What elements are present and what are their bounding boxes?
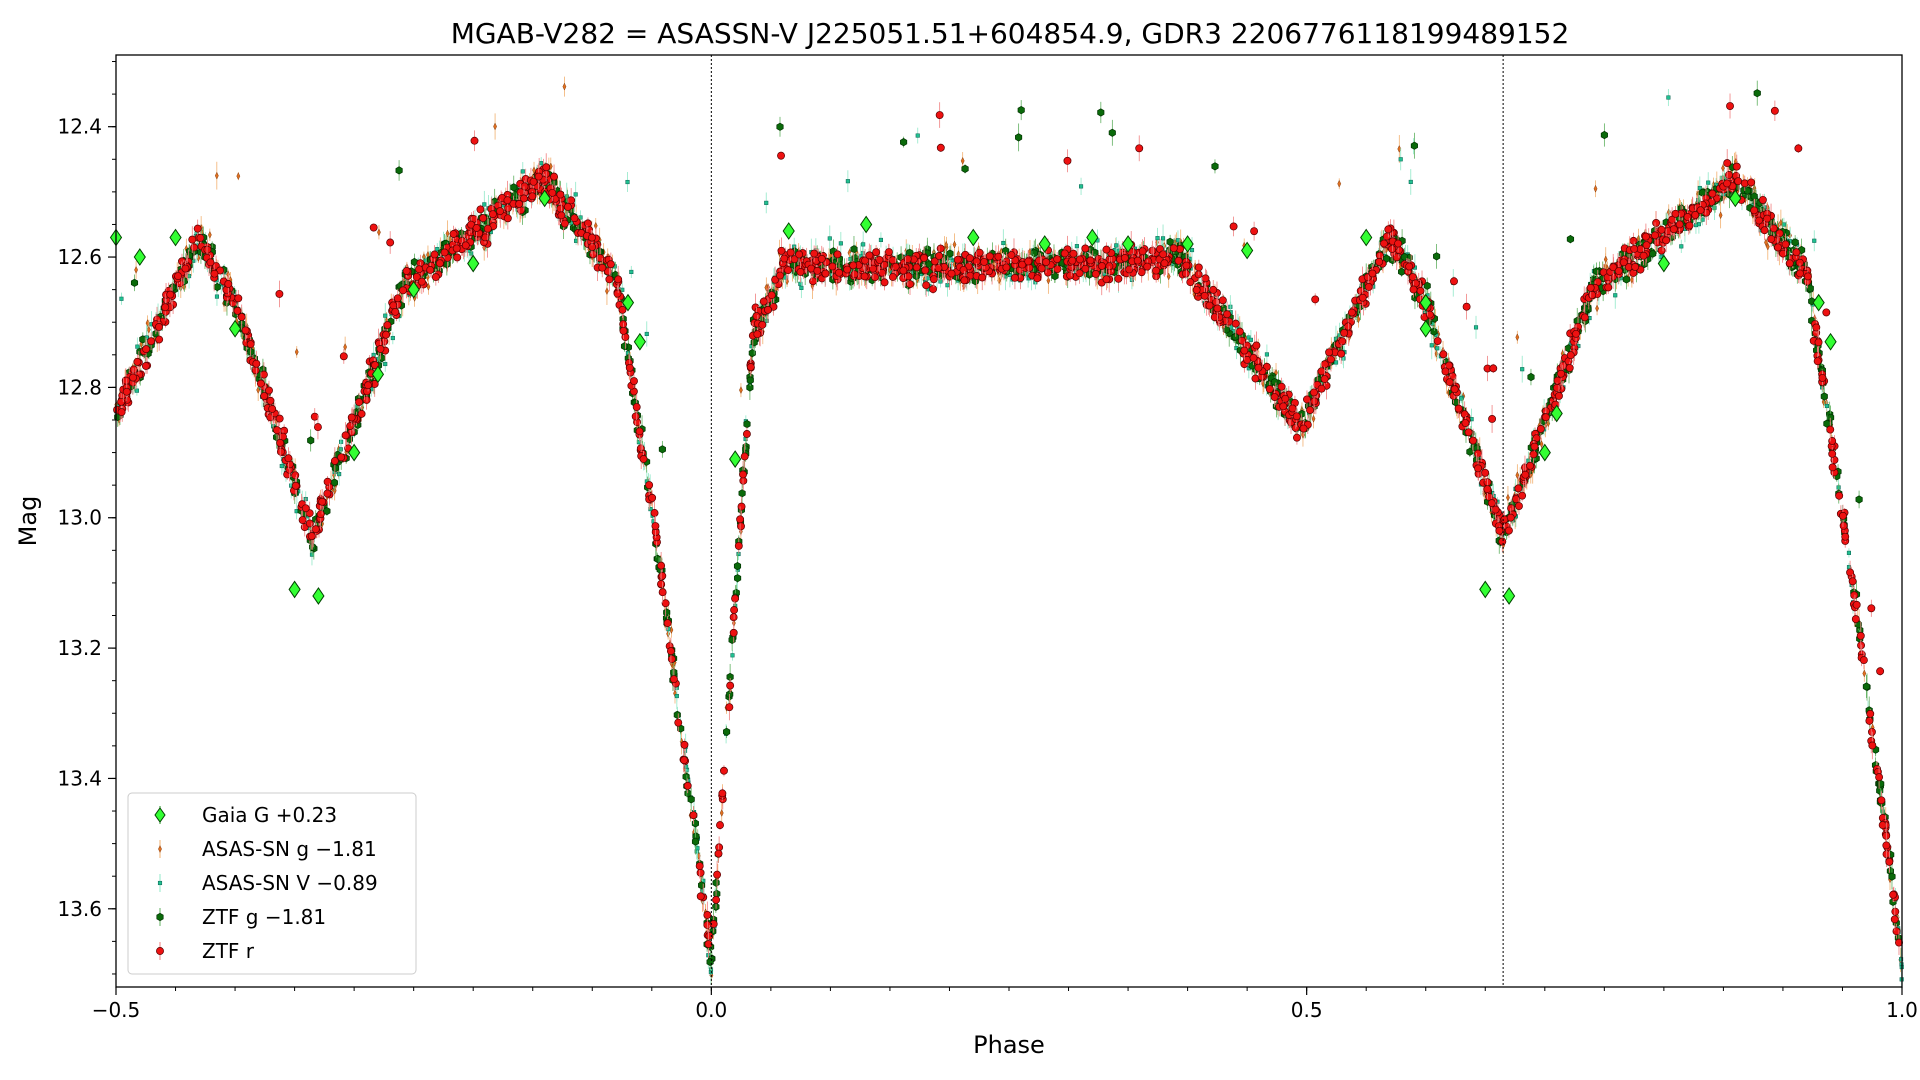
- data-point: [1411, 142, 1417, 149]
- data-point: [621, 343, 627, 350]
- data-point: [962, 165, 969, 172]
- data-point: [1002, 241, 1006, 245]
- data-point: [659, 446, 665, 453]
- data-point: [674, 711, 680, 718]
- data-point: [383, 362, 387, 366]
- data-point: [308, 437, 314, 444]
- data-point: [383, 314, 387, 318]
- data-point: [1679, 245, 1683, 249]
- data-point: [131, 279, 137, 286]
- data-point: [1433, 253, 1439, 260]
- data-point: [1520, 367, 1524, 371]
- data-point: [120, 297, 124, 301]
- data-point: [1613, 293, 1617, 297]
- data-point: [1825, 404, 1829, 408]
- data-point: [839, 242, 843, 246]
- data-point: [861, 243, 865, 247]
- data-point: [729, 636, 735, 643]
- data-point: [846, 179, 850, 183]
- data-point: [1079, 185, 1083, 189]
- data-point: [675, 694, 679, 698]
- data-point: [1713, 206, 1717, 210]
- data-point: [1161, 237, 1165, 241]
- data-point: [1075, 244, 1079, 248]
- data-point: [1212, 163, 1218, 170]
- data-point: [483, 203, 487, 207]
- data-point: [629, 270, 633, 274]
- data-point: [310, 553, 314, 557]
- data-point: [777, 123, 783, 130]
- data-point: [1098, 109, 1104, 116]
- data-point: [337, 472, 341, 476]
- data-point: [764, 201, 768, 205]
- data-point: [1650, 250, 1656, 257]
- data-point: [391, 336, 395, 340]
- data-point: [739, 490, 745, 497]
- data-point: [734, 575, 740, 582]
- data-point: [1601, 131, 1607, 138]
- data-point: [396, 167, 402, 174]
- data-point: [1399, 157, 1403, 161]
- data-point: [1015, 134, 1021, 141]
- data-point: [1431, 328, 1437, 335]
- data-point: [645, 332, 649, 336]
- data-point: [1856, 496, 1862, 503]
- data-point: [734, 562, 740, 569]
- data-point: [849, 257, 853, 261]
- data-point: [1474, 326, 1478, 330]
- data-point: [1167, 238, 1173, 245]
- data-point: [1114, 244, 1118, 248]
- data-point: [1176, 238, 1180, 242]
- data-point: [747, 377, 753, 384]
- data-point: [1409, 180, 1413, 184]
- data-point: [916, 134, 920, 138]
- data-point: [1334, 361, 1338, 365]
- data-point: [1847, 551, 1851, 555]
- data-point: [1623, 276, 1629, 283]
- chart-title: MGAB-V282 = ASASSN-V J225051.51+604854.9…: [451, 17, 1570, 50]
- data-point: [215, 295, 219, 299]
- data-point: [332, 465, 339, 472]
- data-point: [1754, 90, 1761, 97]
- data-point: [626, 180, 630, 184]
- data-point: [1249, 338, 1253, 342]
- data-point: [1459, 397, 1463, 401]
- data-point: [1229, 305, 1233, 309]
- data-point: [688, 796, 694, 803]
- data-point: [339, 448, 343, 452]
- data-point: [1398, 268, 1405, 275]
- data-point: [1435, 346, 1439, 350]
- data-point: [1812, 239, 1816, 243]
- data-point: [828, 237, 832, 241]
- data-point: [539, 161, 543, 165]
- data-point: [683, 773, 689, 780]
- data-point: [946, 283, 950, 287]
- data-point: [1593, 268, 1599, 275]
- data-point: [1190, 248, 1194, 252]
- data-point: [879, 238, 883, 242]
- data-point: [1751, 193, 1757, 200]
- data-point: [1694, 223, 1698, 227]
- data-point: [1889, 873, 1895, 880]
- data-point: [1430, 343, 1434, 347]
- data-point: [1156, 236, 1160, 240]
- data-point: [723, 728, 729, 735]
- data-point: [800, 286, 804, 290]
- data-point: [698, 882, 704, 889]
- data-point: [1667, 96, 1671, 100]
- data-point: [280, 464, 284, 468]
- data-point: [574, 193, 578, 197]
- data-point: [1265, 353, 1269, 357]
- data-point: [751, 339, 757, 346]
- data-point: [1567, 235, 1574, 242]
- data-point: [521, 170, 525, 174]
- data-point: [511, 184, 518, 191]
- data-point: [1821, 393, 1827, 400]
- data-point: [1018, 106, 1024, 113]
- data-point: [1878, 780, 1884, 787]
- data-point: [731, 653, 735, 657]
- data-point: [1706, 181, 1710, 185]
- data-point: [136, 345, 140, 349]
